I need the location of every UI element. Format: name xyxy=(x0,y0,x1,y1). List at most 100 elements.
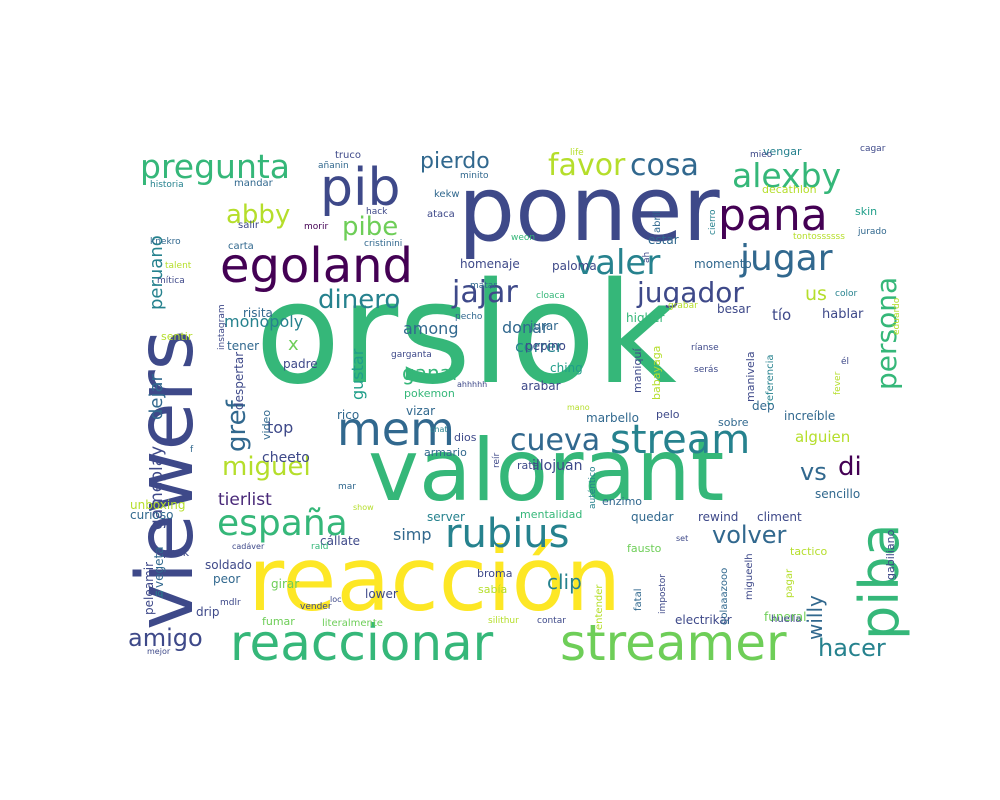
word-loc: loc xyxy=(330,595,342,604)
word-mejor: mejor xyxy=(147,647,171,656)
word-migueelh: migueelh xyxy=(744,553,755,600)
word-video: video xyxy=(260,410,273,440)
word-arabar: arabar xyxy=(521,379,561,393)
word-vs: vs xyxy=(800,458,827,486)
word-ahhhhh: ahhhhh xyxy=(457,380,487,389)
word-pib: pib xyxy=(320,158,400,218)
word-streamer: streamer xyxy=(560,614,787,672)
word-reaccionar: reaccionar xyxy=(230,614,494,672)
word-simp: simp xyxy=(393,525,432,544)
word-dinero: dinero xyxy=(318,285,400,315)
word-abby: abby xyxy=(226,200,290,230)
word-rico: rico xyxy=(337,408,359,422)
word-peleamir: peleamir xyxy=(142,562,156,615)
word-truco: truco xyxy=(335,150,361,161)
word-tío: tío xyxy=(772,306,791,324)
word-gabiliano: gabiliano xyxy=(884,529,897,580)
word-kekw: kekw xyxy=(434,189,460,200)
word-grabar: grabar xyxy=(668,301,698,311)
word-di: di xyxy=(838,452,862,482)
word-hacer: hacer xyxy=(818,634,886,662)
word-weon: weon xyxy=(511,233,535,243)
word-server: server xyxy=(427,510,465,524)
word-pokemon: pokemon xyxy=(404,387,455,400)
word-willy: willy xyxy=(803,595,827,640)
word-clip: clip xyxy=(547,570,582,594)
word-cristinini: cristinini xyxy=(364,239,402,249)
word-alexby: alexby xyxy=(732,156,841,195)
word-vizar: vizar xyxy=(406,404,435,418)
word-instagram: instagram xyxy=(217,304,227,350)
word-ríanse: ríanse xyxy=(691,343,719,353)
word-mentalidad: mentalidad xyxy=(520,508,582,521)
word-decathlon: decathlon xyxy=(762,183,817,196)
word-viewers: viewers xyxy=(121,330,211,630)
word-monopoly: monopoly xyxy=(224,312,303,331)
word-ganar: ganar xyxy=(402,361,461,385)
word-mano: mano xyxy=(567,403,590,412)
word-lower: lower xyxy=(365,587,398,601)
word-valer: valer xyxy=(575,243,660,283)
word-serás: serás xyxy=(694,365,718,375)
word-tierlist: tierlist xyxy=(218,490,272,510)
word-soldado: soldado xyxy=(205,558,252,572)
word-fausto: fausto xyxy=(627,542,662,555)
word-climent: climent xyxy=(757,510,802,524)
word-cagar: cagar xyxy=(860,144,886,154)
word-curioso: curioso xyxy=(130,508,173,522)
word-poner: poner xyxy=(458,157,720,262)
word-pack: pack xyxy=(163,546,190,559)
word-pierdo: pierdo xyxy=(420,149,490,174)
word-cloaca: cloaca xyxy=(536,291,565,301)
word-españa: españa xyxy=(217,503,348,544)
word-cállate: cállate xyxy=(320,534,360,548)
word-jurar: jurar xyxy=(529,319,558,333)
word-electrikar: electrikar xyxy=(675,613,732,627)
word-fever: fever xyxy=(833,371,843,395)
word-sentir: sentir xyxy=(161,330,193,343)
word-chat: chat xyxy=(430,425,448,434)
word-skin: skin xyxy=(855,205,877,218)
word-higher: higher xyxy=(626,311,665,325)
word-fatal: fatal xyxy=(633,589,644,611)
word-tener: tener xyxy=(227,339,259,353)
word-piba: piba xyxy=(848,523,911,640)
word-ching: ching xyxy=(550,361,583,375)
word-tontossssss: tontossssss xyxy=(793,232,845,242)
word-momento: momento xyxy=(694,257,752,271)
word-stream: stream xyxy=(610,417,750,463)
word-homenaje: homenaje xyxy=(460,257,520,271)
word-auténtico: auténtico xyxy=(587,466,598,509)
word-rubius: rubius xyxy=(445,511,570,557)
word-us: us xyxy=(805,283,827,305)
word-mandar: mandar xyxy=(234,178,274,189)
word-dep: dep xyxy=(752,399,775,413)
word-carta: carta xyxy=(228,241,254,252)
word-estar: estar xyxy=(648,233,679,247)
word-referencia: referencia xyxy=(765,354,776,405)
word-pibe: pibe xyxy=(342,212,398,242)
word-ataca: ataca xyxy=(427,209,455,220)
word-morir: morir xyxy=(304,222,328,232)
word-risita: risita xyxy=(243,306,273,320)
word-cosa: cosa xyxy=(630,148,699,183)
word-babayaga: babayaga xyxy=(650,346,663,400)
word-peruano: peruano xyxy=(146,235,167,310)
word-pregunta: pregunta xyxy=(140,147,290,186)
word-fumar: fumar xyxy=(262,615,295,628)
word-rata: rata xyxy=(517,459,539,472)
word-pagar: pagar xyxy=(784,568,795,598)
word-reír: reír xyxy=(492,452,502,468)
word-silithur: silithur xyxy=(488,616,519,626)
word-mem: mem xyxy=(337,402,455,456)
word-talent: talent xyxy=(165,261,192,271)
word-unboxing: unboxing xyxy=(130,498,185,512)
word-impostor: impostor xyxy=(658,574,668,614)
word-donar: donar xyxy=(502,318,549,337)
word-abril: abril xyxy=(652,211,663,233)
word-valorant: valorant xyxy=(368,421,724,521)
word-illojuan: illojuan xyxy=(532,458,582,474)
word-vegeta: vegeta xyxy=(152,546,166,588)
word-knekro: knekro xyxy=(150,237,181,247)
